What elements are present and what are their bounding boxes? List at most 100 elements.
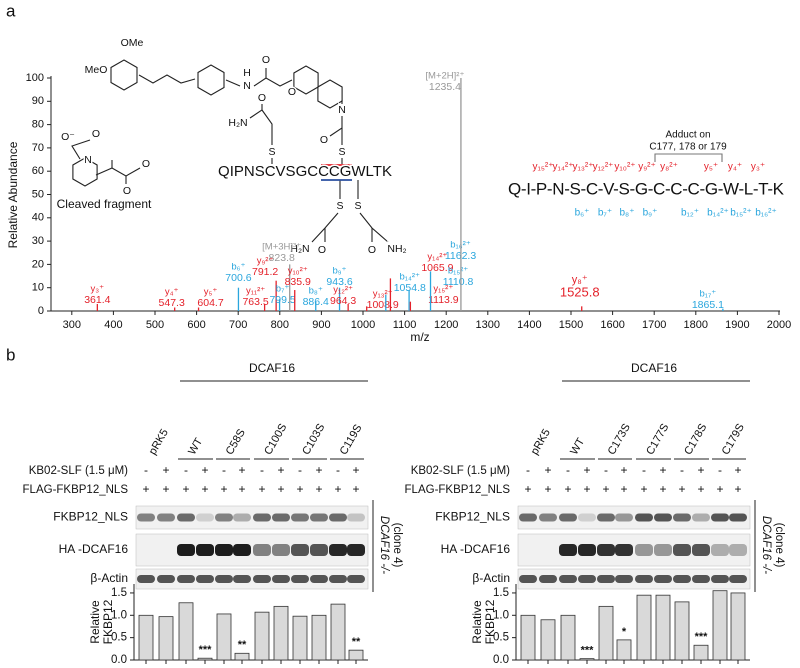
y-ion-label: y₄⁺ — [728, 162, 742, 173]
ion-label: y₁₄²⁺ — [427, 252, 447, 263]
bar — [730, 592, 746, 661]
x-tick-label: 300 — [63, 319, 81, 331]
y-tick-label: 80 — [32, 119, 44, 131]
bar — [579, 658, 595, 661]
bar — [655, 594, 671, 661]
blot-band — [615, 544, 633, 556]
ion-label: y₁₅²⁺ — [433, 284, 453, 295]
treatment-sign: + — [162, 482, 169, 496]
ion-label: y₃⁺ — [91, 284, 105, 295]
x-tick-label: 1000 — [351, 319, 375, 331]
blot-band — [673, 544, 691, 556]
mz-label: 823.8 — [269, 252, 295, 264]
blot-row-label: β-Actin — [90, 571, 128, 585]
blot-band — [654, 544, 672, 556]
x-tick-label: 1100 — [393, 319, 417, 331]
bond — [261, 109, 273, 145]
treatment-sign: + — [334, 482, 341, 496]
blot-band — [539, 575, 557, 583]
blot-band — [711, 575, 729, 583]
blot-band — [597, 544, 615, 556]
treatment-sign: + — [583, 463, 590, 477]
y-axis-title: Relative — [88, 600, 102, 644]
panel-label: b — [6, 345, 15, 364]
treatment-sign: + — [734, 463, 741, 477]
y-tick-label: 0.5 — [493, 632, 509, 644]
treatment-sign: + — [620, 463, 627, 477]
y-ion-label: y₁₂²⁺ — [593, 162, 614, 173]
lane-label: pRK5 — [147, 427, 171, 457]
treatment-sign: + — [524, 482, 531, 496]
blot-row-label: FKBP12_NLS — [53, 510, 128, 524]
blot-band — [711, 544, 729, 556]
blot-band — [272, 575, 290, 583]
peptide-sequence: Q-I-P-N-S-C-V-S-G-C-C-C-G-W-L-T-K — [508, 179, 785, 198]
blot-band — [578, 575, 596, 583]
lane-label: C173S — [606, 422, 633, 457]
mz-label: 361.4 — [84, 294, 110, 306]
treatment-sign: + — [734, 482, 741, 496]
b-ion-label: b₇⁺ — [598, 208, 612, 219]
ring — [197, 64, 225, 96]
ring — [293, 65, 319, 95]
treatment-sign: + — [277, 463, 284, 477]
treatment-sign: + — [602, 482, 609, 496]
treatment-sign: + — [716, 482, 723, 496]
b-ion-label: b₈⁺ — [620, 208, 635, 219]
structure-skeleton — [71, 68, 723, 243]
blot-band — [692, 544, 710, 556]
ion-label: y₄⁺ — [165, 287, 179, 298]
blot-band — [196, 513, 214, 522]
blot-band — [177, 513, 195, 522]
lane-label: pRK5 — [529, 427, 553, 457]
treatment-sign: + — [238, 482, 245, 496]
mz-label: 886.4 — [303, 296, 329, 308]
lane-label: C177S — [644, 422, 671, 457]
blot-band — [329, 575, 347, 583]
treatment-sign: + — [697, 463, 704, 477]
bar — [254, 611, 270, 661]
mz-label: 791.2 — [252, 266, 278, 278]
blot-band — [233, 544, 251, 556]
lane-label: C179S — [720, 422, 747, 457]
treatment-sign: + — [277, 482, 284, 496]
ion-label: b₈⁺ — [309, 286, 323, 297]
blot-band — [578, 513, 596, 522]
bar — [348, 649, 364, 661]
blot-band — [635, 575, 653, 583]
y-tick-label: 50 — [32, 188, 44, 200]
atom-label: O — [288, 86, 296, 98]
atom-label: N — [84, 154, 92, 166]
bar — [158, 616, 174, 661]
x-tick-label: 500 — [146, 319, 164, 331]
blot-band — [233, 575, 251, 583]
blot-band — [196, 575, 214, 583]
treatment-sign: + — [544, 463, 551, 477]
blot-band — [329, 513, 347, 522]
treatment-sign: + — [238, 463, 245, 477]
b-ion-label: b₁₄²⁺ — [707, 208, 729, 219]
lane-label: C58S — [224, 427, 248, 457]
b-ion-label: b₉⁺ — [643, 208, 658, 219]
treatment-sign: - — [184, 463, 188, 477]
blot-band — [711, 513, 729, 522]
blot-band — [635, 544, 653, 556]
blot-band — [233, 513, 251, 522]
blot-band — [310, 544, 328, 556]
treatment-sign: - — [604, 463, 608, 477]
blot-band — [215, 544, 233, 556]
ring — [317, 79, 343, 109]
x-tick-label: 1200 — [434, 319, 458, 331]
blot-band — [559, 575, 577, 583]
x-tick-label: 1400 — [517, 319, 541, 331]
treatment-sign: + — [220, 482, 227, 496]
cell-line-label: DCAF16 -/- — [760, 516, 772, 574]
bond — [225, 79, 241, 87]
atom-label: O — [142, 158, 150, 170]
blot-band — [291, 575, 309, 583]
b-ion-label: b₁₂⁺ — [681, 208, 699, 219]
blot-band — [519, 575, 537, 583]
blot-frame — [135, 568, 369, 590]
bond — [329, 116, 343, 137]
